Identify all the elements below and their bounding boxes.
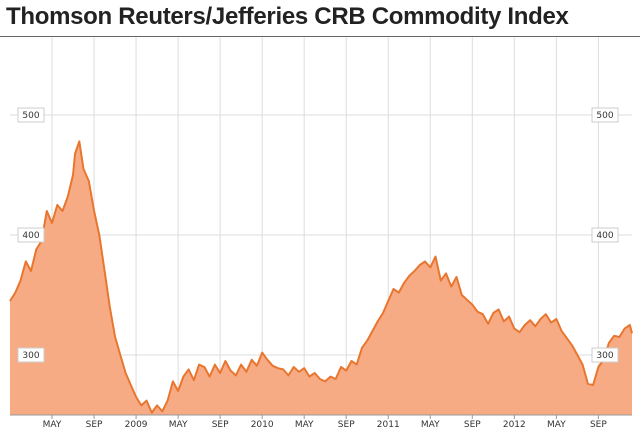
x-tick-label: MAY: [169, 420, 188, 430]
x-tick-label: SEP: [464, 420, 481, 430]
title-divider: [0, 36, 640, 37]
y-tick-label: 400: [596, 231, 613, 241]
y-tick-label: 500: [596, 111, 613, 121]
y-tick-left: 400: [17, 227, 45, 243]
y-tick-box: [591, 227, 619, 243]
y-axis-right: 300 400 500: [591, 107, 619, 363]
x-tick-label: SEP: [590, 420, 607, 430]
y-tick-box: [591, 107, 619, 123]
y-tick-box: [17, 227, 45, 243]
x-tick-label: SEP: [338, 420, 355, 430]
y-tick-label: 500: [22, 111, 39, 121]
y-tick-box: [591, 347, 619, 363]
series-area: [10, 141, 632, 415]
y-tick-right: 300: [591, 347, 619, 363]
x-tick-label: MAY: [43, 420, 62, 430]
x-tick-label: 2009: [125, 420, 148, 430]
gridlines: [10, 37, 632, 415]
series-layer: [9, 140, 633, 415]
x-tick-label: MAY: [295, 420, 314, 430]
series-line: [9, 140, 633, 414]
x-axis: MAY SEP 2009 MAY SEP 2010 MAY SEP 2011 MAY SEP 2012…: [10, 414, 632, 430]
y-tick-left: 500: [17, 107, 45, 123]
y-tick-label: 400: [22, 231, 39, 241]
y-tick-box: [17, 107, 45, 123]
x-tick-label: MAY: [421, 420, 440, 430]
x-tick-label: 2010: [251, 420, 274, 430]
x-tick-label: SEP: [86, 420, 103, 430]
y-tick-right: 400: [591, 227, 619, 243]
chart-title: Thomson Reuters/Jefferies CRB Commodity …: [6, 3, 569, 30]
y-tick-label: 300: [596, 351, 613, 361]
y-tick-left: 300: [17, 347, 45, 363]
x-tick-label: SEP: [212, 420, 229, 430]
y-tick-right: 500: [591, 107, 619, 123]
x-tick-label: MAY: [547, 420, 566, 430]
x-tick-label: 2012: [503, 420, 526, 430]
y-axis-left: 300 400 500: [17, 107, 45, 363]
y-tick-box: [17, 347, 45, 363]
y-tick-label: 300: [22, 351, 39, 361]
x-tick-label: 2011: [377, 420, 400, 430]
